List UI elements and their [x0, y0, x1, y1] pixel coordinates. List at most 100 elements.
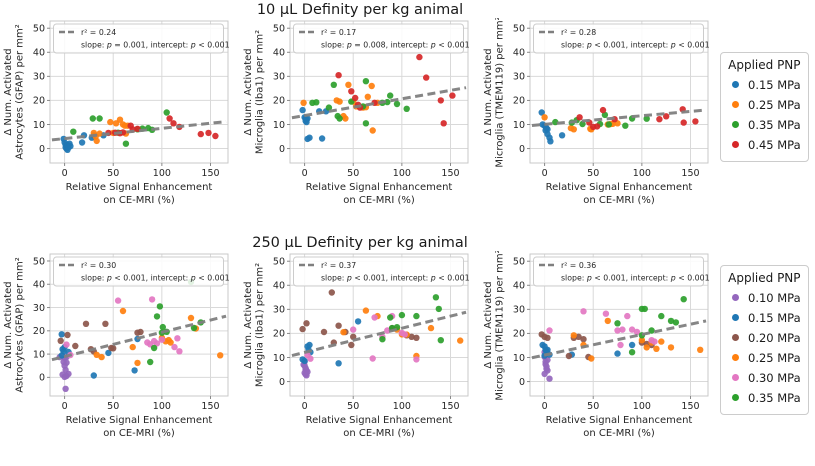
legend-entry: 0.25 MPa [728, 348, 801, 368]
data-point [541, 370, 548, 378]
scatter-plot-iba1-10ul: r² = 0.17 slope: p = 0.008, intercept: p … [243, 20, 470, 206]
data-point [692, 118, 699, 125]
data-point [307, 355, 314, 362]
legend-title: Applied PNP [728, 270, 801, 285]
scatter-plot-tmem119-250ul: r² = 0.36 slope: p < 0.001, intercept: p … [483, 251, 710, 439]
x-axis-label: Relative Signal Enhancement [66, 415, 213, 426]
x-axis-label: on CE-MRI (%) [343, 195, 415, 206]
data-point [580, 336, 587, 343]
data-point [440, 120, 447, 127]
y-tick-label: 20 [513, 96, 525, 107]
data-point [176, 348, 183, 355]
y-tick-label: 20 [273, 329, 285, 340]
data-point [617, 341, 624, 349]
subplot-gfap-10ul: r² = 0.24 slope: p = 0.001, intercept: p … [0, 18, 240, 233]
y-tick-label: 50 [513, 24, 525, 35]
data-point [57, 337, 64, 344]
data-point [110, 345, 117, 352]
y-axis-label: Δ Num. ActivatedAstrocytes (GFAP) per mm… [3, 24, 26, 160]
data-point [416, 53, 423, 61]
data-point [301, 357, 308, 365]
data-point [408, 333, 415, 340]
data-point [93, 351, 100, 358]
data-point [387, 314, 394, 321]
data-point [153, 340, 161, 347]
plots-strip-bottom: r² = 0.30 slope: p < 0.001, intercept: p … [0, 251, 815, 466]
y-tick-label: 30 [33, 303, 45, 314]
data-point [565, 352, 573, 360]
annotation-r2: r² = 0.24 [81, 28, 116, 37]
annotation-r2: r² = 0.37 [321, 261, 356, 270]
data-point [437, 337, 444, 344]
legend-entry: 0.35 MPa [728, 115, 801, 135]
data-point [62, 385, 69, 392]
y-tick-label: 40 [513, 48, 525, 59]
data-point [423, 74, 430, 81]
y-tick-label: 50 [273, 24, 285, 35]
annotation-r2: r² = 0.36 [561, 261, 596, 270]
data-point [197, 130, 204, 138]
data-point [432, 294, 440, 301]
data-point [131, 367, 138, 374]
data-point [119, 307, 127, 315]
data-point [137, 328, 144, 336]
x-tick-label: 50 [587, 401, 599, 412]
row-10ul: 10 μL Definity per kg animal r² = 0.24 sl… [0, 2, 815, 233]
data-point [602, 310, 610, 317]
y-tick-label: 30 [273, 72, 285, 83]
data-point [93, 137, 100, 145]
data-point [667, 317, 675, 325]
data-point [576, 114, 583, 121]
subplot-tmem119-10ul: r² = 0.28 slope: p < 0.001, intercept: p … [480, 18, 720, 233]
data-point [336, 115, 343, 122]
data-point [299, 325, 306, 333]
x-tick-label: 150 [681, 401, 699, 412]
data-point [328, 289, 335, 296]
y-tick-label: 20 [513, 329, 525, 340]
data-point [601, 111, 609, 119]
data-point [599, 106, 607, 114]
data-point [67, 143, 74, 150]
x-tick-label: 50 [587, 168, 599, 179]
data-point [105, 349, 112, 357]
legend-marker-dot [732, 334, 739, 341]
data-point [156, 303, 164, 310]
plots-strip-top: r² = 0.24 slope: p = 0.001, intercept: p … [0, 18, 815, 233]
data-point [401, 331, 408, 338]
data-point [102, 320, 109, 327]
data-point [546, 327, 553, 334]
data-point [158, 336, 166, 343]
y-tick-label: 40 [273, 48, 285, 59]
data-point [167, 339, 174, 346]
x-tick-label: 50 [107, 401, 119, 412]
data-point [64, 331, 71, 339]
y-tick-label: 20 [273, 96, 285, 107]
data-point [170, 120, 177, 127]
trend-line [51, 120, 227, 142]
y-tick-label: 10 [513, 353, 525, 364]
data-point [72, 342, 79, 350]
annotation-r2: r² = 0.17 [321, 28, 356, 37]
y-axis-label: Δ Num. ActivatedAstrocytes (GFAP) per mm… [3, 257, 26, 393]
data-point [369, 127, 376, 134]
data-point [129, 343, 136, 351]
scatter-plot-gfap-10ul: r² = 0.24 slope: p = 0.001, intercept: p … [3, 20, 230, 206]
legend-marker-dot [732, 141, 739, 148]
data-point [205, 129, 212, 137]
data-point [362, 120, 370, 127]
subplot-iba1-10ul: r² = 0.17 slope: p = 0.008, intercept: p … [240, 18, 480, 233]
data-point [547, 138, 554, 145]
data-point [379, 336, 386, 343]
data-point [313, 99, 320, 106]
data-point [384, 327, 391, 334]
legend-marker-dot [732, 374, 739, 381]
data-point [628, 341, 636, 349]
annotation-stats: slope: p < 0.001, intercept: p < 0.001 [561, 274, 710, 283]
legend-marker-dot [732, 354, 739, 361]
legend-entry: 0.20 MPa [728, 328, 801, 348]
data-point [648, 327, 655, 334]
x-axis-label: Relative Signal Enhancement [306, 182, 453, 193]
data-point [342, 115, 349, 122]
x-tick-label: 150 [201, 401, 219, 412]
